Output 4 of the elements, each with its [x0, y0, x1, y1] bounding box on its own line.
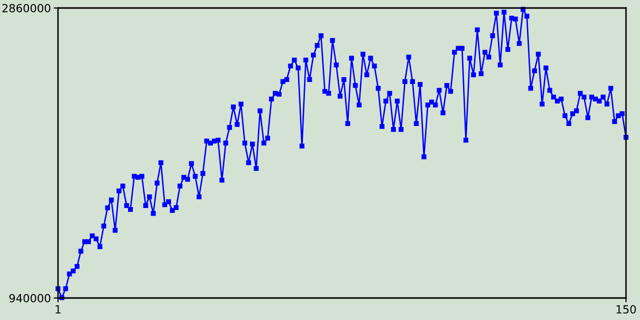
x-tick-label: 150 — [616, 305, 636, 314]
y-tick-label: 2860000 — [2, 4, 50, 12]
x-tick-label: 1 — [56, 305, 61, 314]
y-tick-label: 940000 — [9, 294, 50, 302]
